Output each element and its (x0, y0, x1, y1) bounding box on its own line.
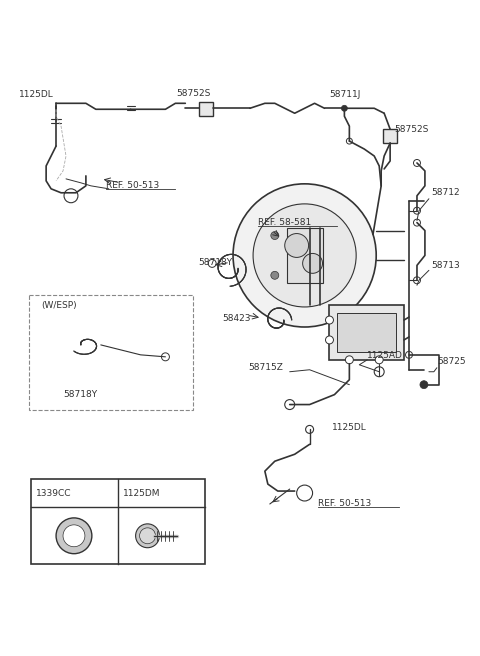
Circle shape (140, 528, 156, 544)
Text: 58752S: 58752S (394, 125, 429, 134)
Text: 58752S: 58752S (176, 89, 210, 98)
Circle shape (413, 277, 420, 284)
Circle shape (302, 253, 323, 274)
Bar (329, 305, 404, 359)
Text: 58718Y: 58718Y (198, 258, 232, 267)
Circle shape (413, 219, 420, 226)
Circle shape (306, 426, 313, 434)
Circle shape (341, 106, 348, 112)
Circle shape (161, 353, 169, 361)
Bar (29, 295, 193, 409)
Text: 58712: 58712 (431, 188, 459, 197)
Text: 58725: 58725 (437, 358, 466, 366)
Bar (383, 129, 397, 143)
Circle shape (297, 485, 312, 501)
Circle shape (253, 204, 356, 307)
Circle shape (346, 356, 353, 364)
Bar (287, 228, 323, 283)
Text: 58711J: 58711J (329, 90, 361, 99)
Circle shape (56, 518, 92, 554)
Circle shape (208, 259, 216, 268)
Circle shape (285, 400, 295, 409)
Text: 58423: 58423 (222, 314, 251, 323)
Circle shape (325, 316, 334, 324)
Circle shape (374, 367, 384, 377)
Circle shape (420, 380, 428, 388)
Bar (31, 479, 205, 564)
Text: 1339CC: 1339CC (36, 489, 72, 497)
Circle shape (347, 138, 352, 144)
Circle shape (271, 232, 279, 239)
Text: 1125DL: 1125DL (332, 423, 366, 432)
Circle shape (285, 234, 309, 257)
Circle shape (406, 352, 412, 358)
Text: 1125DL: 1125DL (19, 90, 54, 99)
Circle shape (64, 189, 78, 203)
Circle shape (325, 336, 334, 344)
Bar (199, 102, 213, 116)
Text: 58718Y: 58718Y (63, 390, 97, 399)
Text: 58715Z: 58715Z (248, 363, 283, 372)
Circle shape (375, 356, 383, 364)
Circle shape (271, 272, 279, 279)
Text: 58713: 58713 (431, 261, 460, 270)
Circle shape (233, 184, 376, 327)
Circle shape (63, 525, 85, 546)
Circle shape (65, 527, 83, 544)
Text: REF. 50-513: REF. 50-513 (318, 499, 371, 508)
Text: 1125DM: 1125DM (123, 489, 160, 497)
Text: 1125AD: 1125AD (367, 352, 403, 360)
Text: REF. 58-581: REF. 58-581 (258, 218, 311, 227)
Circle shape (136, 524, 159, 548)
Circle shape (413, 207, 420, 214)
Text: (W/ESP): (W/ESP) (41, 300, 77, 310)
Circle shape (413, 159, 420, 167)
Text: REF. 50-513: REF. 50-513 (106, 181, 159, 190)
Bar (337, 313, 396, 352)
